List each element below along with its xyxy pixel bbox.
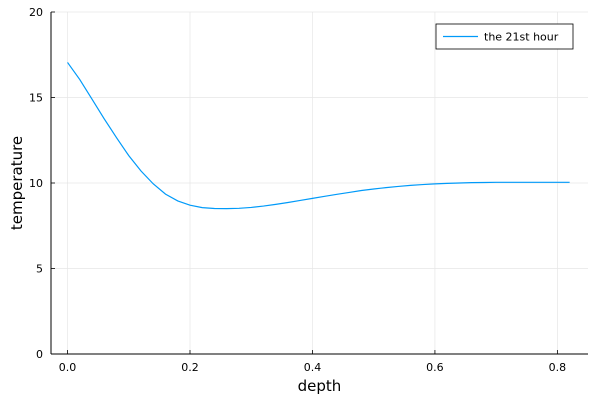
y-axis-label: temperature [8,136,26,230]
legend: the 21st hour [435,23,574,50]
x-tick-label: 0.2 [181,361,199,374]
y-tick-label: 10 [29,177,43,190]
y-tick-label: 0 [36,348,43,361]
series-line [67,62,570,210]
x-tick-label: 0.8 [549,361,567,374]
y-tick-label: 15 [29,92,43,105]
legend-label: the 21st hour [484,31,559,44]
x-axis-label: depth [298,377,342,395]
y-tick-label: 20 [29,6,43,19]
x-tick-label: 0.0 [59,361,77,374]
series-group [67,62,570,210]
x-tick-label: 0.6 [426,361,444,374]
y-axis-ticks: 0 5 10 15 20 [29,6,55,361]
x-axis-ticks: 0.0 0.2 0.4 0.6 0.8 [59,350,566,374]
y-tick-label: 5 [36,263,43,276]
x-tick-label: 0.4 [304,361,322,374]
grid [51,11,588,355]
